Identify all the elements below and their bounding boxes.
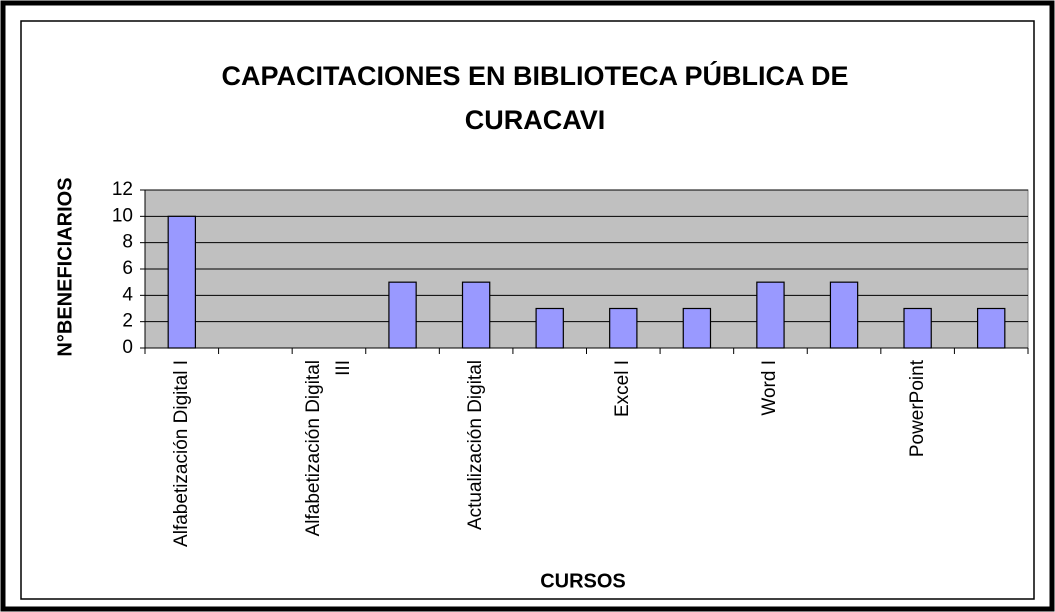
y-tick-label: 12 xyxy=(112,179,133,200)
bar xyxy=(609,307,638,349)
bar xyxy=(756,281,785,349)
x-tick-label: Excel I xyxy=(612,360,634,418)
x-axis-label: CURSOS xyxy=(540,570,626,592)
x-tick-label: PowerPoint xyxy=(906,360,928,458)
bar xyxy=(903,307,932,349)
bar xyxy=(829,281,859,349)
bar xyxy=(976,307,1006,349)
bar xyxy=(461,281,491,349)
bar xyxy=(167,215,197,349)
bar xyxy=(535,307,564,349)
x-tick-label: Actualización Digital xyxy=(465,360,487,531)
bar xyxy=(388,281,417,349)
y-tick-label: 10 xyxy=(112,205,133,226)
y-tick-label: 0 xyxy=(122,337,133,358)
y-tick-label: 8 xyxy=(122,232,133,253)
chart-title: CAPACITACIONES EN BIBLIOTECA PÚBLICA DE xyxy=(221,60,848,91)
x-tick-label: Word I xyxy=(759,360,781,416)
y-axis-label: N°BENEFICIARIOS xyxy=(54,177,76,356)
bar xyxy=(682,307,712,349)
x-tick-label: Alfabetización Digital III xyxy=(302,360,354,537)
x-tick-label: Alfabetización Digital I xyxy=(170,360,192,547)
y-tick-label: 2 xyxy=(122,311,133,332)
y-tick-label: 6 xyxy=(122,258,133,279)
y-tick-label: 4 xyxy=(122,284,133,305)
chart-title: CURACAVI xyxy=(465,105,606,135)
chart-border xyxy=(20,20,1035,600)
